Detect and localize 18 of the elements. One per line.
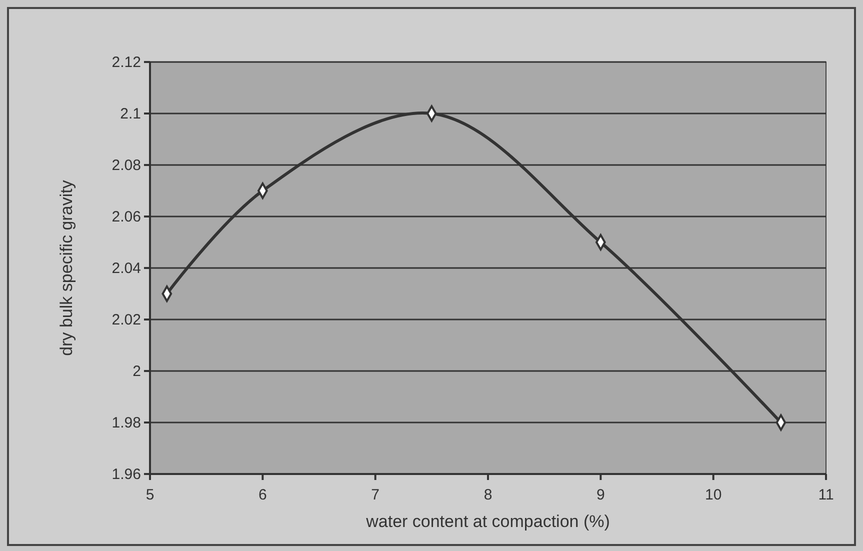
y-tick-label: 2.04 xyxy=(112,260,141,277)
x-tick-label: 9 xyxy=(596,486,605,504)
y-tick-label: 2.06 xyxy=(112,208,141,226)
y-tick-label: 2.1 xyxy=(120,105,141,122)
x-axis-title: water content at compaction (%) xyxy=(365,512,610,531)
y-tick-label: 1.98 xyxy=(112,414,141,432)
x-tick-label: 7 xyxy=(371,486,380,504)
y-tick-label: 2.12 xyxy=(112,54,141,71)
y-tick-label: 1.96 xyxy=(112,466,141,483)
x-tick-label: 8 xyxy=(484,486,492,504)
x-tick-label: 10 xyxy=(704,486,722,504)
x-tick-label: 11 xyxy=(818,486,834,504)
y-tick-label: 2 xyxy=(132,362,141,380)
x-tick-label: 6 xyxy=(258,486,267,504)
y-tick-label: 2.02 xyxy=(112,311,141,328)
y-axis-title: dry bulk specific gravity xyxy=(57,180,76,356)
y-tick-label: 2.08 xyxy=(112,156,141,174)
x-tick-label: 5 xyxy=(146,486,154,504)
